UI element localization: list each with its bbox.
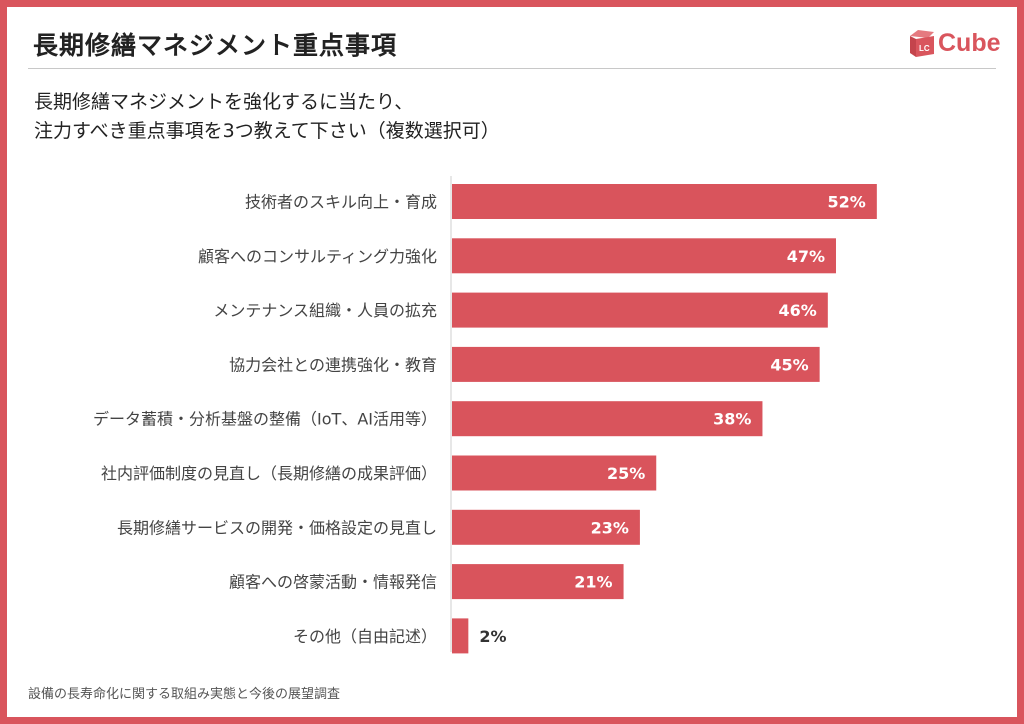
data-label: 38% xyxy=(713,410,751,429)
survey-question: 長期修繕マネジメントを強化するに当たり、 注力すべき重点事項を3つ教えて下さい（… xyxy=(34,88,500,146)
logo-text: Cube xyxy=(938,28,1001,57)
cube-logo-icon: LC xyxy=(910,30,934,57)
question-line-2: 注力すべき重点事項を3つ教えて下さい（複数選択可） xyxy=(34,120,500,142)
bar xyxy=(452,346,820,382)
bar xyxy=(452,401,763,437)
data-label: 46% xyxy=(779,301,817,320)
bar xyxy=(452,509,640,545)
data-label: 23% xyxy=(591,518,629,537)
data-label: 2% xyxy=(479,627,506,646)
data-label: 21% xyxy=(574,573,612,592)
category-label: 協力会社との連携強化・教育 xyxy=(229,355,437,374)
title-divider xyxy=(28,68,996,69)
category-label: 顧客への啓蒙活動・情報発信 xyxy=(229,573,437,592)
category-label: 社内評価制度の見直し（長期修繕の成果評価） xyxy=(101,464,437,483)
data-label: 52% xyxy=(828,193,866,212)
category-label: 顧客へのコンサルティング力強化 xyxy=(198,247,437,266)
logo: LC Cube xyxy=(906,28,1001,58)
data-label: 25% xyxy=(607,464,645,483)
category-label: 技術者のスキル向上・育成 xyxy=(245,193,437,212)
bar xyxy=(452,184,877,219)
svg-text:LC: LC xyxy=(919,44,930,53)
category-label: データ蓄積・分析基盤の整備（IoT、AI活用等） xyxy=(93,410,437,429)
category-label: メンテナンス組織・人員の拡充 xyxy=(213,301,437,320)
bar xyxy=(452,292,828,328)
bar xyxy=(452,564,624,600)
bar xyxy=(452,455,657,491)
data-label: 47% xyxy=(787,247,825,266)
question-line-1: 長期修繕マネジメントを強化するに当たり、 xyxy=(34,91,414,113)
data-label: 45% xyxy=(770,355,808,374)
source-note: 設備の長寿命化に関する取組み実態と今後の展望調査 xyxy=(28,687,341,702)
bar xyxy=(452,238,836,274)
category-label: 長期修繕サービスの開発・価格設定の見直し xyxy=(117,518,437,537)
category-label: その他（自由記述） xyxy=(293,627,437,646)
page-title: 長期修繕マネジメント重点事項 xyxy=(33,31,398,60)
bar xyxy=(452,618,469,654)
